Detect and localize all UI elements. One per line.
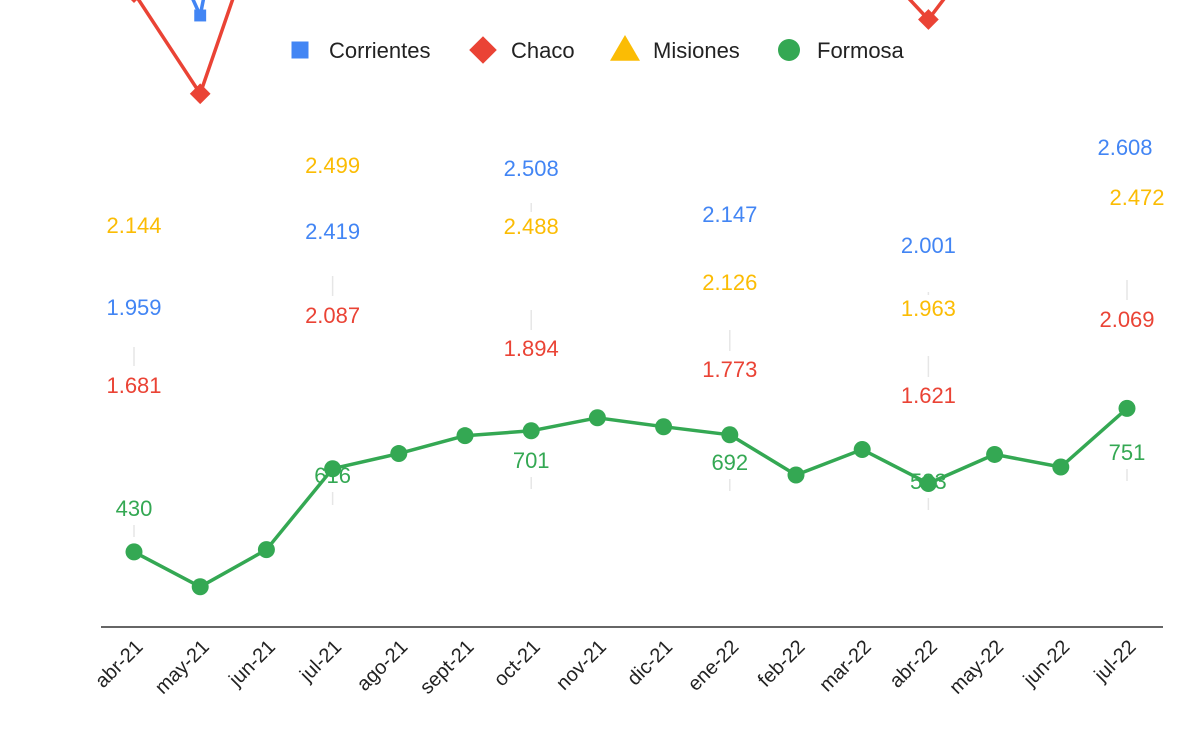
x-tick-label: mar-22 bbox=[815, 636, 875, 696]
legend-label: Misiones bbox=[653, 38, 740, 63]
data-label-chaco-abr-22: 1.621 bbox=[901, 383, 956, 408]
data-point-formosa-abr-22 bbox=[919, 474, 937, 492]
data-label-formosa-jul-21: 616 bbox=[314, 463, 351, 488]
data-point-formosa-abr-21 bbox=[125, 543, 143, 561]
data-point-formosa-jun-21 bbox=[257, 541, 275, 559]
x-tick-label: jun-22 bbox=[1019, 636, 1075, 692]
legend-label: Chaco bbox=[511, 38, 575, 63]
series-line-formosa bbox=[132, 406, 1129, 589]
legend-item-formosa: Formosa bbox=[778, 38, 905, 63]
data-label-formosa-abr-22: 583 bbox=[910, 469, 947, 494]
x-tick-label: abr-22 bbox=[885, 636, 941, 692]
x-tick-label: may-21 bbox=[151, 636, 214, 699]
x-tick-label: may-22 bbox=[945, 636, 1008, 699]
data-label-misiones-jul-21: 2.499 bbox=[305, 153, 360, 178]
data-point-formosa-dic-21 bbox=[655, 418, 673, 436]
data-point-chaco-abr-21 bbox=[130, 0, 138, 4]
series-lines bbox=[132, 0, 1129, 589]
x-tick-label: sept-21 bbox=[416, 636, 479, 699]
series-line-corrientes bbox=[191, 0, 206, 18]
data-label-misiones-abr-21: 2.144 bbox=[106, 213, 161, 238]
legend-marker-diamond bbox=[469, 36, 497, 64]
data-label-chaco-abr-21: 1.681 bbox=[106, 373, 161, 398]
data-label-corrientes-ene-22: 2.147 bbox=[702, 202, 757, 227]
legend: Corrientes Chaco Misiones Formosa bbox=[291, 35, 905, 64]
legend-marker-circle bbox=[778, 39, 800, 61]
x-tick-label: nov-21 bbox=[552, 636, 611, 695]
x-tick-label: ago-21 bbox=[353, 636, 413, 696]
data-point-formosa-mar-22 bbox=[853, 441, 871, 459]
data-label-corrientes-jul-22: 2.608 bbox=[1097, 135, 1152, 160]
series-markers bbox=[125, 0, 1136, 596]
data-label-formosa-ene-22: 692 bbox=[711, 450, 748, 475]
x-tick-label: abr-21 bbox=[91, 636, 147, 692]
data-point-formosa-jul-21 bbox=[324, 460, 342, 478]
data-point-formosa-jun-22 bbox=[1052, 458, 1070, 476]
legend-item-corrientes: Corrientes bbox=[291, 38, 430, 63]
legend-marker-square bbox=[291, 41, 309, 59]
data-label-formosa-oct-21: 701 bbox=[513, 448, 550, 473]
data-point-formosa-sept-21 bbox=[456, 427, 474, 445]
data-point-chaco-abr-22 bbox=[918, 9, 939, 30]
data-label-formosa-jul-22: 751 bbox=[1109, 440, 1146, 465]
data-label-misiones-jul-22: 2.472 bbox=[1109, 185, 1164, 210]
x-axis-tick-labels: abr-21 may-21 jun-21 jul-21 ago-21 sept-21 oct… bbox=[91, 636, 1140, 699]
x-tick-label: jun-21 bbox=[224, 636, 280, 692]
data-label-misiones-abr-22: 1.963 bbox=[901, 296, 956, 321]
legend-label: Corrientes bbox=[329, 38, 430, 63]
legend-marker-triangle bbox=[610, 35, 640, 61]
data-label-corrientes-abr-22: 2.001 bbox=[901, 233, 956, 258]
data-labels: 1.959 2.419 2.508 2.147 2.001 2.608 1.681 2.087… bbox=[106, 135, 1164, 521]
data-point-formosa-may-21 bbox=[191, 578, 209, 596]
data-label-chaco-oct-21: 1.894 bbox=[504, 336, 559, 361]
x-tick-label: feb-22 bbox=[754, 636, 810, 692]
x-tick-label: ene-22 bbox=[684, 636, 744, 696]
data-point-formosa-nov-21 bbox=[588, 409, 606, 427]
data-label-misiones-oct-21: 2.488 bbox=[504, 214, 559, 239]
legend-item-chaco: Chaco bbox=[469, 36, 575, 64]
x-tick-label: oct-21 bbox=[490, 636, 545, 691]
data-label-corrientes-abr-21: 1.959 bbox=[106, 295, 161, 320]
data-point-formosa-ago-21 bbox=[390, 445, 408, 463]
data-label-chaco-ene-22: 1.773 bbox=[702, 357, 757, 382]
x-tick-label: jul-21 bbox=[295, 636, 346, 687]
data-label-chaco-jul-22: 2.069 bbox=[1099, 307, 1154, 332]
legend-label: Formosa bbox=[817, 38, 905, 63]
data-point-formosa-oct-21 bbox=[522, 422, 540, 440]
data-label-misiones-ene-22: 2.126 bbox=[702, 270, 757, 295]
data-point-formosa-may-22 bbox=[986, 445, 1004, 463]
data-label-corrientes-oct-21: 2.508 bbox=[504, 156, 559, 181]
data-point-formosa-jul-22 bbox=[1118, 399, 1136, 417]
legend-item-misiones: Misiones bbox=[610, 35, 740, 63]
data-label-formosa-abr-21: 430 bbox=[116, 496, 153, 521]
data-label-corrientes-jul-21: 2.419 bbox=[305, 219, 360, 244]
data-label-chaco-jul-21: 2.087 bbox=[305, 303, 360, 328]
data-point-chaco-may-21 bbox=[189, 83, 211, 105]
data-point-formosa-ene-22 bbox=[721, 426, 739, 444]
x-tick-label: jul-22 bbox=[1090, 636, 1141, 687]
label-guides bbox=[133, 203, 1128, 537]
data-point-formosa-feb-22 bbox=[787, 466, 805, 484]
x-tick-label: dic-21 bbox=[623, 636, 677, 690]
data-point-corrientes-may-21 bbox=[194, 9, 207, 22]
